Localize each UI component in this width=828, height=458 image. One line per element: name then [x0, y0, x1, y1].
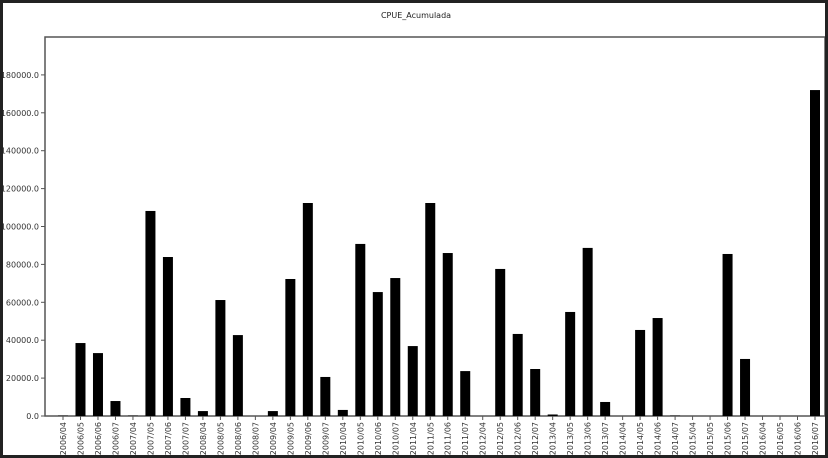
x-tick-label: 2015/04	[689, 422, 698, 455]
x-tick-label: 2007/04	[129, 422, 138, 455]
x-tick-label: 2008/05	[216, 422, 225, 455]
y-tick-label: 60000.0	[6, 298, 39, 307]
bar	[232, 335, 243, 416]
x-tick-label: 2007/05	[146, 422, 155, 455]
y-tick-label: 120000.0	[3, 185, 39, 194]
x-tick-label: 2012/07	[531, 422, 540, 455]
bar	[180, 397, 191, 416]
bar	[722, 253, 733, 416]
bar	[145, 210, 156, 416]
bar	[302, 203, 313, 416]
x-tick-label: 2010/04	[339, 422, 348, 455]
bar	[495, 268, 506, 416]
x-tick-label: 2006/05	[76, 422, 85, 455]
x-tick-label: 2016/07	[811, 422, 820, 455]
bar	[197, 411, 208, 416]
x-tick-label: 2016/06	[794, 422, 803, 455]
x-tick-label: 2013/05	[566, 422, 575, 455]
chart-window: CPUE_Acumulada 0.0 20000.0 40000.0 60000.0 8…	[3, 3, 825, 455]
x-tick-label: 2009/04	[269, 422, 278, 455]
x-tick-label: 2016/05	[776, 422, 785, 455]
x-tick-label: 2008/06	[234, 422, 243, 455]
x-tick-label: 2013/06	[584, 422, 593, 455]
bar	[162, 257, 173, 416]
bar	[92, 353, 103, 416]
bar	[635, 329, 646, 416]
x-tick-label: 2014/04	[619, 422, 628, 455]
x-tick-label: 2011/05	[426, 422, 435, 455]
bar	[110, 401, 121, 416]
y-tick-label: 100000.0	[3, 223, 39, 232]
x-tick-label: 2009/06	[304, 422, 313, 455]
bar	[547, 414, 558, 416]
bar	[442, 253, 453, 416]
x-tick-label: 2012/06	[514, 422, 523, 455]
x-tick-label: 2015/06	[724, 422, 733, 455]
x-tick-label: 2007/07	[181, 422, 190, 455]
x-tick-label: 2010/06	[374, 422, 383, 455]
bar-chart: CPUE_Acumulada 0.0 20000.0 40000.0 60000.0 8…	[3, 11, 825, 455]
x-tick-label: 2011/07	[461, 422, 470, 455]
y-tick-label: 80000.0	[6, 260, 39, 269]
x-tick-label: 2006/06	[94, 422, 103, 455]
bar	[600, 401, 611, 416]
bar	[285, 278, 296, 416]
x-tick-label: 2008/07	[251, 422, 260, 455]
x-tick-label: 2016/04	[759, 422, 768, 455]
bar	[407, 346, 418, 416]
x-tick-label: 2015/05	[706, 422, 715, 455]
chart-title: CPUE_Acumulada	[381, 11, 451, 20]
x-tick-label: 2006/07	[111, 422, 120, 455]
x-tick-label: 2013/07	[601, 422, 610, 455]
y-axis: 0.0 20000.0 40000.0 60000.0 80000.0 100000.0 1…	[3, 71, 45, 421]
y-tick-label: 40000.0	[6, 336, 39, 345]
bar	[372, 292, 383, 416]
x-tick-label: 2009/07	[321, 422, 330, 455]
x-tick-label: 2013/04	[549, 422, 558, 455]
y-tick-label: 0.0	[26, 412, 39, 421]
x-tick-label: 2012/04	[479, 422, 488, 455]
bar	[810, 90, 820, 416]
bar	[460, 371, 471, 416]
y-tick-label: 140000.0	[3, 147, 39, 156]
x-tick-label: 2014/06	[654, 422, 663, 455]
bar	[267, 411, 278, 416]
bar	[215, 300, 226, 416]
bar	[355, 243, 366, 416]
x-tick-label: 2009/05	[286, 422, 295, 455]
bar	[75, 343, 86, 416]
x-tick-label: 2015/07	[741, 422, 750, 455]
x-tick-label: 2014/07	[671, 422, 680, 455]
bar	[425, 203, 436, 416]
x-tick-label: 2007/06	[164, 422, 173, 455]
y-tick-label: 180000.0	[3, 71, 39, 80]
bar	[512, 333, 523, 416]
bar	[337, 409, 348, 416]
bar	[530, 369, 541, 416]
x-tick-label: 2010/07	[391, 422, 400, 455]
x-tick-label: 2014/05	[636, 422, 645, 455]
x-tick-label: 2011/04	[409, 422, 418, 455]
x-axis: 2006/04 2006/05 2006/06 2006/07 2007/04 2007/…	[59, 416, 820, 455]
bar	[320, 376, 331, 416]
bar	[565, 311, 576, 416]
x-tick-label: 2011/06	[444, 422, 453, 455]
x-tick-label: 2006/04	[59, 422, 68, 455]
x-tick-label: 2010/05	[356, 422, 365, 455]
x-tick-label: 2012/05	[496, 422, 505, 455]
bar	[740, 358, 751, 416]
bar	[582, 247, 593, 416]
bars	[58, 90, 820, 416]
bar	[652, 318, 663, 416]
bar	[390, 278, 401, 416]
y-tick-label: 20000.0	[6, 374, 39, 383]
y-tick-label: 160000.0	[3, 109, 39, 118]
x-tick-label: 2008/04	[199, 422, 208, 455]
